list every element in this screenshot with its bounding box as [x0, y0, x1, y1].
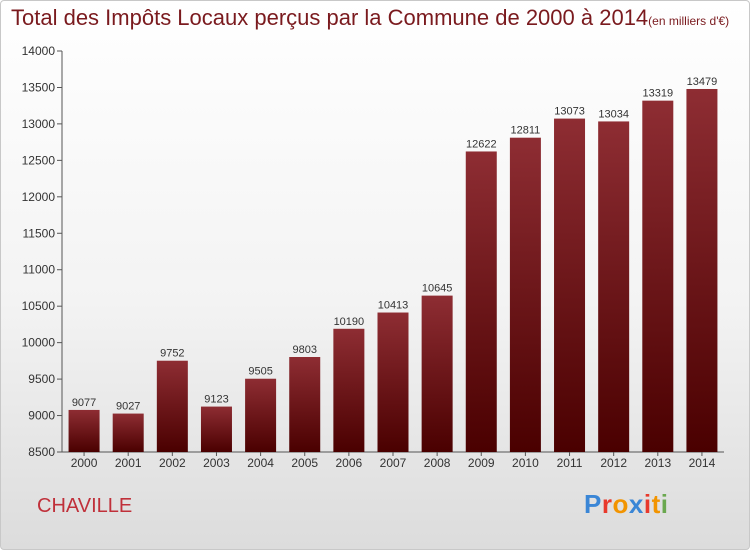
y-tick-label: 9500	[28, 372, 55, 386]
x-tick-label: 2007	[380, 456, 407, 470]
bar-2009	[465, 151, 497, 452]
bar-2006	[333, 328, 365, 452]
bar-value-label: 12811	[511, 125, 541, 137]
chart-unit: (en milliers d'€)	[648, 14, 730, 28]
y-tick-label: 9000	[28, 409, 55, 423]
logo-letter: P	[584, 489, 602, 519]
x-tick-label: 2013	[644, 456, 671, 470]
bar-value-label: 9077	[72, 397, 96, 409]
bar-value-label: 10413	[378, 300, 409, 312]
bar-value-label: 9027	[116, 401, 140, 413]
x-tick-label: 2006	[336, 456, 363, 470]
bar-2007	[377, 312, 409, 452]
x-tick-label: 2008	[424, 456, 451, 470]
bar-value-label: 13034	[598, 108, 629, 120]
bar-value-label: 9803	[292, 344, 316, 356]
logo-letter: i	[660, 489, 669, 519]
bar-2012	[598, 121, 630, 453]
bar-value-label: 13479	[687, 76, 718, 88]
bar-value-label: 9123	[204, 394, 228, 406]
y-tick-label: 13500	[22, 80, 56, 94]
bar-2002	[156, 360, 188, 452]
x-tick-label: 2005	[291, 456, 318, 470]
chart-title: Total des Impôts Locaux perçus par la Co…	[11, 5, 729, 31]
chart-title-text: Total des Impôts Locaux perçus par la Co…	[11, 5, 649, 30]
y-tick-label: 10000	[22, 336, 56, 350]
commune-name: CHAVILLE	[37, 495, 133, 517]
bar-2011	[554, 118, 586, 452]
bar-2008	[421, 295, 453, 452]
bar-value-label: 10645	[422, 283, 453, 295]
x-tick-label: 2002	[159, 456, 186, 470]
logo-letter: i	[643, 489, 652, 519]
bar-value-label: 13319	[643, 88, 674, 100]
y-tick-label: 10500	[22, 299, 56, 313]
y-tick-label: 13000	[22, 117, 56, 131]
bar-value-label: 12622	[466, 138, 497, 150]
x-tick-label: 2012	[600, 456, 627, 470]
x-tick-label: 2010	[512, 456, 539, 470]
x-tick-label: 2001	[115, 456, 142, 470]
x-tick-label: 2014	[689, 456, 716, 470]
logo-letter: o	[612, 489, 629, 519]
x-tick-label: 2011	[557, 456, 583, 470]
y-tick-label: 12500	[22, 153, 56, 167]
logo-letter: r	[601, 489, 613, 519]
y-tick-label: 14000	[22, 44, 56, 58]
x-tick-label: 2003	[203, 456, 230, 470]
x-tick-label: 2004	[247, 456, 274, 470]
x-tick-label: 2009	[468, 456, 495, 470]
bar-2005	[289, 356, 321, 452]
bar-value-label: 9752	[160, 348, 184, 360]
y-tick-label: 11500	[23, 226, 56, 240]
y-tick-label: 12000	[22, 190, 56, 204]
bar-value-label: 10190	[334, 316, 365, 328]
bar-value-label: 13073	[554, 106, 585, 118]
y-tick-label: 11000	[23, 263, 56, 277]
bar-2013	[642, 100, 674, 452]
proxiti-logo: Proxiti	[584, 489, 668, 520]
logo-letter: t	[651, 489, 661, 519]
bar-value-label: 9505	[248, 366, 272, 378]
bar-2001	[112, 413, 144, 452]
bar-2004	[245, 378, 277, 452]
bar-2014	[686, 88, 718, 453]
bar-2000	[68, 409, 100, 452]
logo-letter: x	[628, 489, 644, 519]
bar-2010	[509, 137, 541, 452]
x-tick-label: 2000	[71, 456, 98, 470]
y-tick-label: 8500	[28, 445, 55, 459]
bar-2003	[200, 406, 232, 452]
